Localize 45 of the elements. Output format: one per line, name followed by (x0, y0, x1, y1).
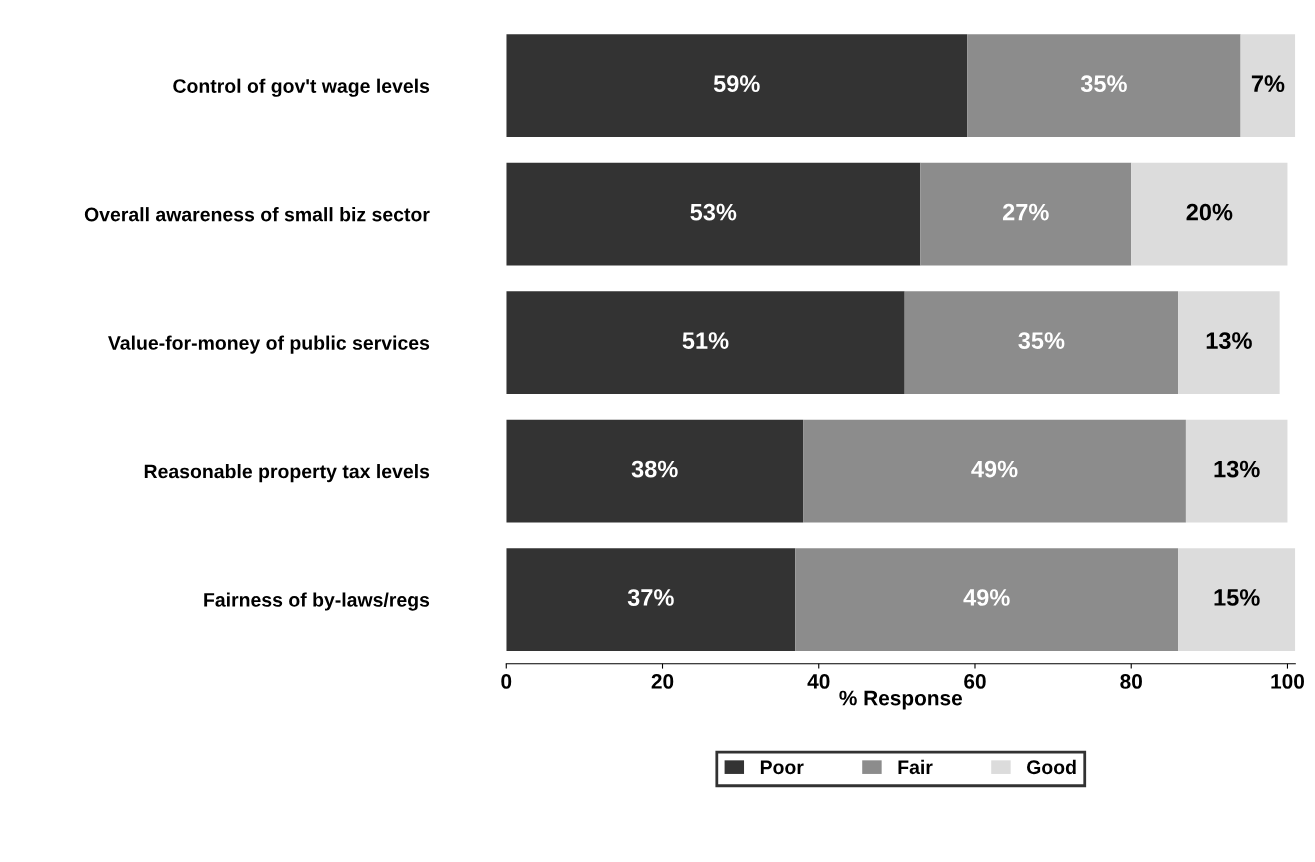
y-tick-label: Value-for-money of public services (108, 335, 430, 354)
data-label: 7% (1251, 75, 1285, 92)
data-label: 13% (1206, 332, 1252, 349)
bar (506, 291, 905, 394)
bar (920, 162, 1132, 266)
bar (1178, 548, 1296, 651)
data-label: 38% (631, 460, 678, 478)
y-tick-label: Control of gov't wage levels (173, 78, 430, 97)
bar (904, 291, 1179, 394)
bar (506, 34, 968, 138)
data-label: 49% (971, 460, 1018, 478)
legend-label: Fair (898, 759, 933, 775)
x-tick-label: 20 (651, 674, 674, 689)
bar (1185, 419, 1288, 523)
bar (506, 548, 796, 651)
data-label: 59% (713, 75, 760, 93)
bar (967, 34, 1241, 138)
x-tick-label: 40 (807, 674, 830, 689)
data-label: 49% (963, 589, 1010, 606)
data-label: 27% (1002, 203, 1049, 221)
bar (1240, 34, 1296, 138)
x-tick-label: 100 (1271, 674, 1304, 689)
x-tick-label: 60 (964, 674, 986, 689)
data-label: 20% (1186, 203, 1233, 221)
bar (1131, 162, 1288, 266)
legend-label: Poor (760, 760, 804, 775)
data-label: 53% (690, 203, 737, 221)
data-label: 35% (1080, 75, 1127, 93)
bar (795, 548, 1179, 651)
y-tick-label: Reasonable property tax levels (144, 464, 430, 483)
data-label: 51% (682, 332, 729, 349)
bar (1178, 291, 1280, 394)
x-axis-title: % Response (839, 690, 963, 710)
x-tick-label: 80 (1120, 674, 1142, 689)
x-tick-label: 0 (501, 674, 512, 689)
data-label: 35% (1018, 332, 1065, 349)
bar (803, 419, 1186, 523)
legend-label: Good (1027, 759, 1076, 775)
data-label: 15% (1214, 589, 1260, 606)
bar (506, 419, 804, 523)
y-tick-label: Fairness of by-laws/regs (204, 592, 430, 611)
bar (506, 162, 921, 266)
data-label: 37% (627, 589, 674, 606)
data-label: 13% (1214, 460, 1260, 478)
y-tick-label: Overall awareness of small biz sector (84, 207, 430, 222)
